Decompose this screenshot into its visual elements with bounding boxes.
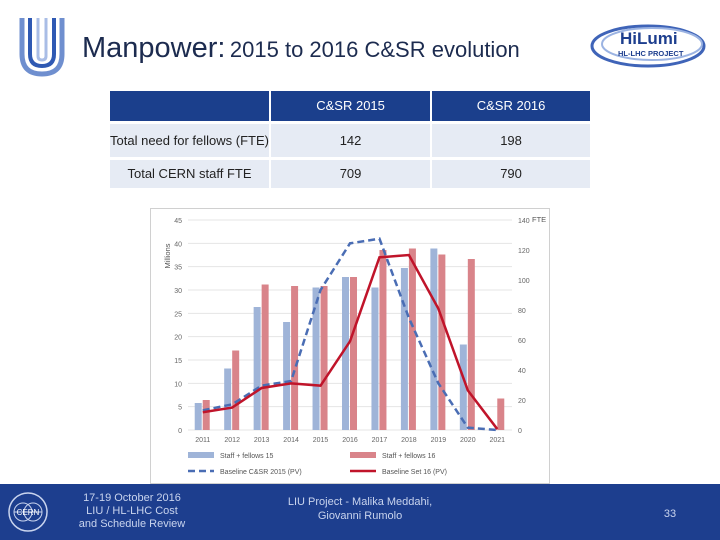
left-tick-label: 10 [174, 381, 182, 388]
bar [371, 287, 379, 430]
left-tick-label: 0 [178, 428, 182, 435]
page-number: 33 [663, 508, 677, 520]
bar [194, 403, 202, 430]
bar [467, 259, 475, 430]
row-label-fellows: Total need for fellows (FTE) [110, 120, 270, 158]
hilumi-logo-subtext: HL-LHC PROJECT [618, 49, 684, 58]
legend-label: Staff + fellows 16 [382, 453, 435, 460]
bar [438, 254, 446, 430]
bar [312, 287, 320, 430]
cern-logo-icon: CERN [8, 492, 48, 532]
bar [232, 350, 240, 430]
bar [283, 322, 291, 430]
x-tick-label: 2016 [342, 437, 358, 444]
left-tick-label: 5 [178, 405, 182, 412]
cern-logo-text: CERN [17, 508, 40, 517]
series-line [202, 237, 498, 432]
right-tick-label: 80 [518, 308, 526, 315]
left-tick-label: 40 [174, 241, 182, 248]
x-tick-label: 2013 [254, 437, 270, 444]
left-tick-label: 15 [174, 358, 182, 365]
x-tick-label: 2021 [489, 437, 505, 444]
left-tick-label: 30 [174, 288, 182, 295]
bar [408, 248, 416, 430]
footer-date-line1: 17-19 October 2016 [83, 492, 181, 504]
table-header-row: C&SR 2015 C&SR 2016 [110, 91, 590, 122]
left-tick-label: 35 [174, 265, 182, 272]
table-row: Total CERN staff FTE 709 790 [110, 156, 590, 188]
manpower-chart: 0 5 10 15 20 25 30 35 40 45 0 20 40 60 80 100 120 140 Mill… [150, 208, 550, 484]
left-tick-label: 45 [174, 218, 182, 225]
left-tick-label: 20 [174, 335, 182, 342]
bar [430, 248, 438, 430]
x-tick-label: 2020 [460, 437, 476, 444]
footer-project: LIU Project - Malika Meddahi, Giovanni R… [272, 495, 448, 523]
page-title: Manpower: 2015 to 2016 C&SR evolution [82, 32, 520, 65]
x-tick-label: 2015 [313, 437, 329, 444]
right-axis-label: FTE [532, 215, 546, 224]
cell-fellows-2015: 142 [268, 120, 432, 158]
right-tick-label: 40 [518, 368, 526, 375]
table-header-empty [110, 91, 270, 122]
footer-date-line2: LIU / HL-LHC Cost [86, 505, 178, 517]
bar [202, 400, 210, 430]
x-tick-label: 2019 [431, 437, 447, 444]
table-row: Total need for fellows (FTE) 142 198 [110, 120, 590, 158]
bar [497, 398, 505, 430]
right-tick-label: 60 [518, 338, 526, 345]
legend-label: Baseline C&SR 2015 (PV) [220, 469, 302, 476]
series-line [202, 253, 499, 430]
bar [459, 344, 467, 430]
bar [342, 277, 349, 430]
right-tick-label: 120 [518, 248, 530, 255]
right-tick-label: 100 [518, 278, 530, 285]
footer-event: 17-19 October 2016 LIU / HL-LHC Cost and… [72, 492, 192, 531]
bar [253, 307, 261, 430]
right-tick-label: 140 [518, 218, 530, 225]
chart-svg: 0 5 10 15 20 25 30 35 40 45 0 20 40 60 80 100 120 140 Mill… [150, 208, 550, 484]
cell-staff-2016: 790 [430, 156, 590, 188]
left-axis-label: Millions [163, 243, 172, 268]
footer-project-line2: Giovanni Rumolo [317, 510, 403, 522]
bar [261, 284, 269, 430]
right-tick-label: 20 [518, 398, 526, 405]
cell-fellows-2016: 198 [430, 120, 590, 158]
legend-swatch [188, 452, 214, 458]
x-tick-label: 2017 [372, 437, 388, 444]
x-tick-label: 2018 [401, 437, 417, 444]
bar [224, 368, 232, 430]
u-logo-icon [19, 18, 65, 77]
hilumi-logo-icon: HiLumi HL-LHC PROJECT [590, 24, 706, 68]
legend-label: Baseline Set 16 (PV) [382, 469, 447, 476]
bar [350, 277, 357, 430]
footer-date-line3: and Schedule Review [78, 518, 186, 530]
x-tick-label: 2011 [195, 437, 210, 444]
footer-bar: CERN 17-19 October 2016 LIU / HL-LHC Cos… [0, 484, 720, 540]
legend-swatch [350, 452, 376, 458]
title-sub: 2015 to 2016 C&SR evolution [229, 37, 520, 62]
x-tick-label: 2014 [283, 437, 299, 444]
left-tick-label: 25 [174, 311, 182, 318]
right-tick-label: 0 [518, 428, 522, 435]
legend-label: Staff + fellows 15 [220, 453, 273, 460]
hilumi-logo-text: HiLumi [620, 29, 678, 48]
row-label-staff: Total CERN staff FTE [110, 156, 270, 188]
bar [291, 286, 299, 430]
bar [320, 286, 328, 430]
x-tick-label: 2012 [224, 437, 240, 444]
cell-staff-2015: 709 [268, 156, 432, 188]
title-main: Manpower: [82, 32, 226, 64]
footer-project-line1: LIU Project - Malika Meddahi, [287, 496, 433, 508]
csr-table: C&SR 2015 C&SR 2016 Total need for fello… [110, 91, 590, 188]
bar [379, 250, 387, 430]
table-header-2016: C&SR 2016 [430, 91, 590, 122]
table-header-2015: C&SR 2015 [268, 91, 432, 122]
bar [400, 268, 408, 430]
